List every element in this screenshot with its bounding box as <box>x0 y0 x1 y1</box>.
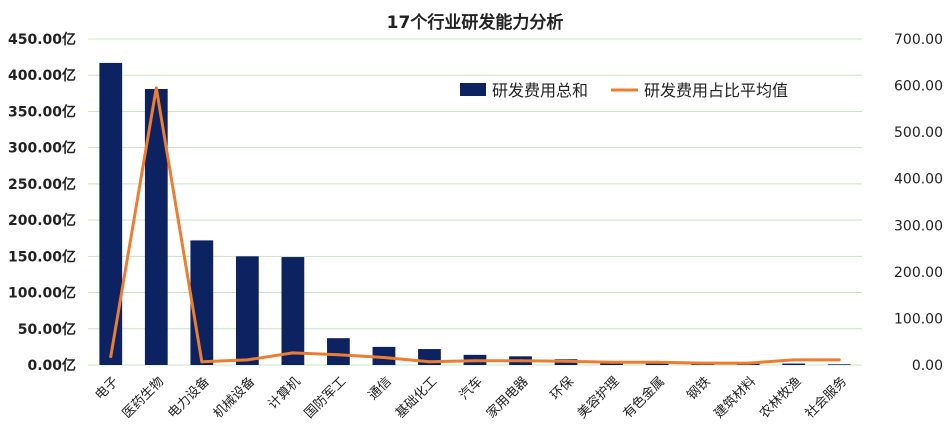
x-tick-label: 社会服务 <box>802 374 850 422</box>
y-right-tick-label: 0.00 <box>912 358 943 374</box>
x-tick-label: 电子 <box>93 374 122 403</box>
legend: 研发费用总和 研发费用占比平均值 <box>460 81 788 100</box>
y-right-tick-label: 700.00 <box>894 32 943 48</box>
line-point <box>109 355 113 359</box>
y-right-tick-label: 100.00 <box>894 311 943 327</box>
line-point <box>245 358 249 362</box>
line-point <box>564 359 568 363</box>
y-left-tick-label: 450.00亿 <box>8 31 76 48</box>
chart-title: 17个行业研发能力分析 <box>387 12 564 33</box>
x-tick-label: 汽车 <box>456 374 486 404</box>
line-series <box>109 86 841 365</box>
y-left-tick-label: 150.00亿 <box>8 248 76 265</box>
y-left-tick-label: 400.00亿 <box>8 67 76 84</box>
y-right-tick-label: 400.00 <box>894 172 943 188</box>
legend-label-bar: 研发费用总和 <box>492 81 588 100</box>
line-point <box>837 358 841 362</box>
bar <box>327 338 350 365</box>
x-tick-label: 钢铁 <box>684 374 713 403</box>
bar <box>827 364 851 365</box>
line-point <box>655 360 659 364</box>
x-tick-label: 环保 <box>548 374 577 403</box>
line-point <box>336 353 340 357</box>
line-point <box>792 358 796 362</box>
y-left-tick-label: 200.00亿 <box>8 212 76 229</box>
bar <box>144 88 168 365</box>
bar <box>782 363 806 365</box>
y-left-tick-label: 250.00亿 <box>8 176 76 193</box>
series-line <box>109 86 840 365</box>
line-point <box>746 361 750 365</box>
x-tick-label: 计算机 <box>266 374 304 412</box>
line-point <box>427 360 431 364</box>
line-point <box>519 359 523 363</box>
legend-swatch-bar <box>460 83 486 96</box>
x-tick-label: 有色金属 <box>620 374 668 422</box>
line-point <box>701 361 705 365</box>
gridlines <box>88 38 862 366</box>
y-left-tick-label: 50.00亿 <box>18 321 76 338</box>
line-point <box>473 359 477 363</box>
left-axis-ticks: 0.00亿 50.00亿 100.00亿 150.00亿 200.00亿 250.00亿 3… <box>8 31 76 374</box>
bar <box>99 62 123 365</box>
line-point <box>382 356 386 360</box>
x-tick-label: 基础化工 <box>393 374 440 421</box>
bar-series <box>99 62 851 365</box>
line-point <box>610 360 614 364</box>
y-left-tick-label: 350.00亿 <box>8 103 76 120</box>
x-tick-label: 国防军工 <box>301 374 349 422</box>
x-tick-label: 美容护理 <box>574 374 622 422</box>
bar <box>190 240 214 365</box>
line-point <box>291 351 295 355</box>
legend-label-line: 研发费用占比平均值 <box>644 81 788 100</box>
x-tick-label: 机械设备 <box>210 374 258 422</box>
y-right-tick-label: 300.00 <box>894 218 943 234</box>
y-right-tick-label: 500.00 <box>894 125 943 141</box>
y-left-tick-label: 0.00亿 <box>27 357 76 374</box>
x-tick-label: 建筑材料 <box>711 374 759 422</box>
x-tick-label: 家用电器 <box>483 374 531 422</box>
bar <box>372 346 396 365</box>
y-left-tick-label: 100.00亿 <box>8 285 76 302</box>
right-axis-ticks: 0.00 100.00 200.00 300.00 400.00 500.00 600.00… <box>894 32 943 374</box>
y-right-tick-label: 600.00 <box>894 79 943 95</box>
x-tick-label: 通信 <box>366 374 395 403</box>
y-left-tick-label: 300.00亿 <box>8 140 76 157</box>
bar <box>281 257 305 365</box>
x-tick-label: 农林牧渔 <box>757 374 804 421</box>
y-right-tick-label: 200.00 <box>894 265 943 281</box>
x-tick-label: 医药生物 <box>120 374 167 421</box>
x-tick-label: 电力设备 <box>165 374 213 422</box>
bar <box>235 256 259 365</box>
line-point <box>200 360 204 364</box>
line-point <box>154 86 158 90</box>
